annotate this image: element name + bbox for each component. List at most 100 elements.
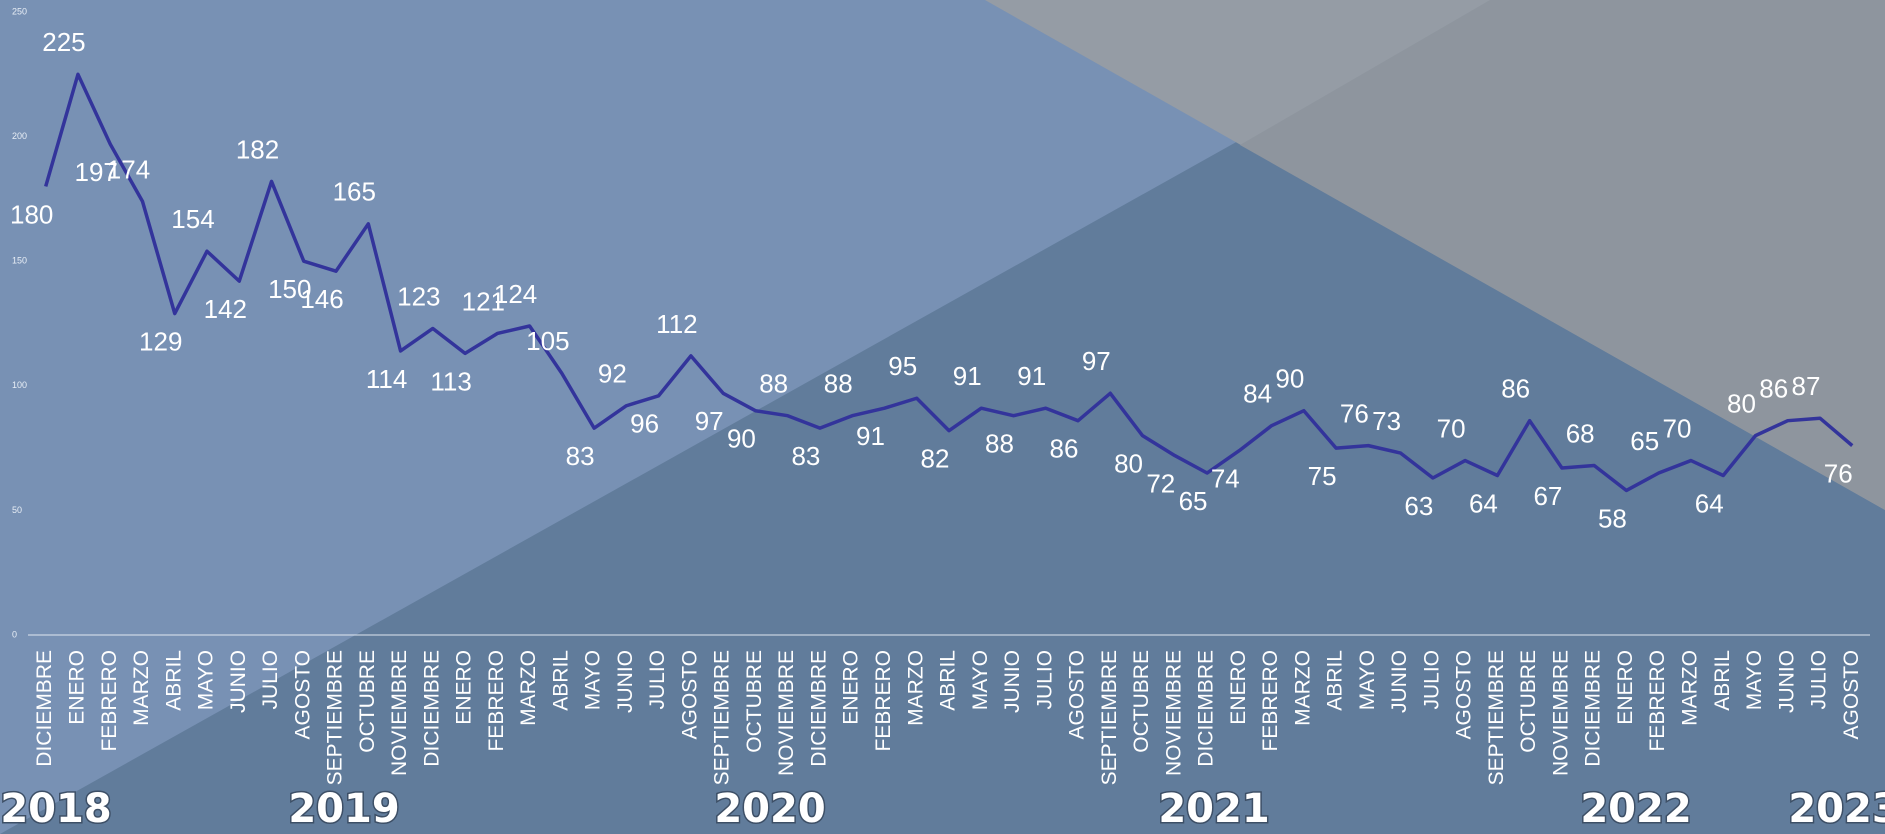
x-tick-label: ABRIL [549, 650, 572, 711]
x-tick-label: MAYO [1743, 650, 1766, 710]
data-label: 142 [204, 294, 247, 324]
x-tick-label: SEPTIEMBRE [1485, 650, 1508, 785]
data-label: 150 [268, 274, 311, 304]
data-label: 91 [953, 361, 982, 391]
year-label: 2023 [1788, 786, 1885, 832]
x-tick-label: ABRIL [1324, 650, 1347, 711]
data-label: 146 [300, 284, 343, 314]
x-tick-label: MAYO [582, 650, 605, 710]
data-label: 70 [1662, 413, 1691, 443]
data-label: 114 [366, 364, 407, 394]
data-label: 84 [1243, 379, 1272, 409]
data-label: 112 [656, 309, 697, 339]
x-tick-label: JUNIO [1775, 650, 1798, 713]
data-label: 97 [1082, 346, 1111, 376]
data-label: 64 [1695, 488, 1724, 518]
x-tick-label: AGOSTO [1066, 650, 1089, 739]
year-label: 2021 [1158, 786, 1269, 832]
data-label: 67 [1533, 481, 1562, 511]
data-label: 75 [1308, 461, 1337, 491]
x-tick-label: AGOSTO [678, 650, 701, 739]
year-label: 2020 [714, 786, 825, 832]
x-tick-label: OCTUBRE [356, 650, 379, 753]
data-label: 129 [139, 326, 182, 356]
x-tick-label: MAYO [969, 650, 992, 710]
data-label: 83 [566, 441, 595, 471]
data-label: 225 [42, 27, 85, 57]
data-label: 87 [1792, 371, 1821, 401]
data-label: 182 [236, 134, 279, 164]
data-label: 105 [526, 326, 569, 356]
data-label: 96 [630, 409, 659, 439]
y-tick-label: 250 [12, 6, 27, 16]
data-label: 64 [1469, 488, 1498, 518]
year-label: 2019 [288, 786, 399, 832]
data-label: 76 [1824, 458, 1853, 488]
data-label: 73 [1372, 406, 1401, 436]
year-label: 2018 [0, 786, 111, 832]
x-tick-label: MARZO [517, 650, 540, 726]
x-tick-label: ENERO [66, 650, 89, 725]
background-shape [1240, 0, 1885, 510]
x-tick-label: OCTUBRE [1130, 650, 1153, 753]
x-tick-label: JUNIO [614, 650, 637, 713]
data-label: 70 [1437, 413, 1466, 443]
x-tick-label: FEBRERO [1259, 650, 1282, 752]
x-tick-label: NOVIEMBRE [1162, 650, 1185, 776]
x-tick-label: SEPTIEMBRE [1098, 650, 1121, 785]
y-tick-label: 100 [12, 380, 27, 390]
x-tick-label: MARZO [1679, 650, 1702, 726]
data-label: 121 [462, 286, 505, 316]
x-tick-label: JULIO [1808, 650, 1831, 710]
x-tick-label: OCTUBRE [1517, 650, 1540, 753]
x-tick-label: JULIO [1033, 650, 1056, 710]
data-label: 91 [1017, 361, 1046, 391]
y-tick-label: 50 [12, 505, 22, 515]
data-label: 165 [333, 177, 376, 207]
data-label: 86 [1759, 374, 1788, 404]
x-tick-label: AGOSTO [291, 650, 314, 739]
x-tick-label: MAYO [1356, 650, 1379, 710]
x-tick-label: MARZO [130, 650, 153, 726]
x-tick-label: ABRIL [162, 650, 185, 711]
data-label: 197 [75, 157, 118, 187]
x-tick-label: DICIEMBRE [1582, 650, 1605, 767]
y-tick-label: 150 [12, 256, 27, 266]
data-label: 88 [759, 369, 788, 399]
data-label: 92 [598, 359, 627, 389]
x-tick-label: SEPTIEMBRE [711, 650, 734, 785]
x-tick-label: JULIO [646, 650, 669, 710]
y-tick-label: 200 [12, 131, 27, 141]
data-label: 74 [1211, 463, 1240, 493]
data-label: 90 [1275, 364, 1304, 394]
data-label: 65 [1630, 426, 1659, 456]
x-tick-label: FEBRERO [872, 650, 895, 752]
data-label: 123 [397, 281, 440, 311]
x-tick-label: ENERO [840, 650, 863, 725]
x-tick-label: DICIEMBRE [807, 650, 830, 767]
x-tick-label: NOVIEMBRE [388, 650, 411, 776]
data-label: 86 [1050, 434, 1079, 464]
data-label: 76 [1340, 398, 1369, 428]
x-tick-label: AGOSTO [1840, 650, 1863, 739]
data-label: 86 [1501, 374, 1530, 404]
x-tick-label: JUNIO [1001, 650, 1024, 713]
x-tick-label: ABRIL [1711, 650, 1734, 711]
x-tick-label: OCTUBRE [743, 650, 766, 753]
data-label: 63 [1404, 491, 1433, 521]
x-tick-label: DICIEMBRE [1195, 650, 1218, 767]
data-label: 174 [107, 154, 150, 184]
data-label: 83 [791, 441, 820, 471]
y-tick-label: 0 [12, 629, 17, 639]
data-label: 91 [856, 421, 885, 451]
data-label: 80 [1727, 389, 1756, 419]
data-label: 88 [985, 429, 1014, 459]
x-tick-label: JULIO [1420, 650, 1443, 710]
line [44, 72, 1854, 493]
year-label: 2022 [1580, 786, 1691, 832]
x-tick-label: JUNIO [227, 650, 250, 713]
data-label: 97 [695, 406, 724, 436]
x-tick-label: FEBRERO [485, 650, 508, 752]
x-tick-label: DICIEMBRE [33, 650, 56, 767]
